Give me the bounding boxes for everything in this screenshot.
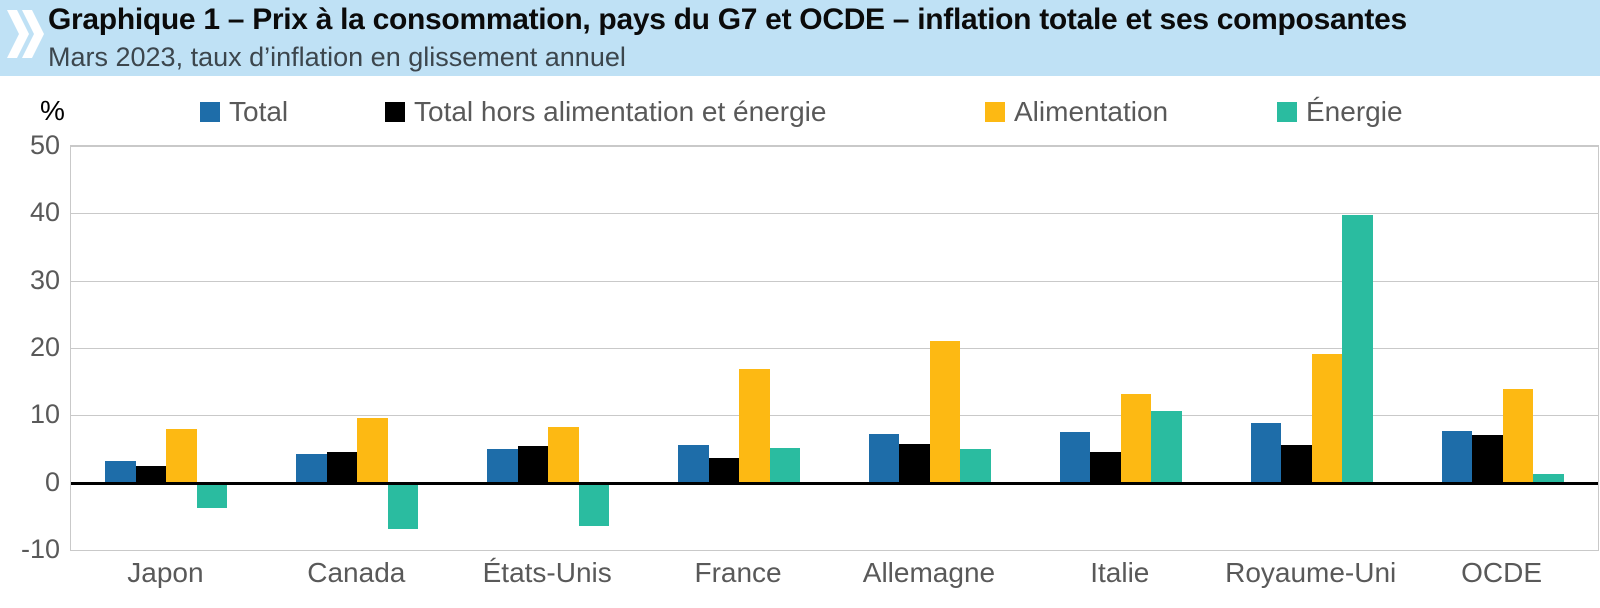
bar-États-Unis-Alimentation <box>548 426 579 483</box>
bar-Allemagne-Alimentation <box>929 340 961 483</box>
legend-item: Énergie <box>1277 96 1403 128</box>
gridline <box>71 348 1598 349</box>
x-category-label: France <box>694 557 782 588</box>
bar-États-Unis-Énergie <box>578 482 610 526</box>
bar-Allemagne-Total hors alimentation et énergie <box>899 444 930 483</box>
page-subtitle: Mars 2023, taux d’inflation en glissemen… <box>48 42 626 72</box>
gridline <box>71 213 1598 215</box>
legend-swatch-icon <box>985 102 1005 122</box>
legend-label: Énergie <box>1306 96 1403 127</box>
bar-France-Total hors alimentation et énergie <box>708 458 740 483</box>
bar-OCDE-Énergie <box>1533 473 1564 483</box>
bar-Allemagne-Total <box>868 433 900 483</box>
zero-axis-line <box>71 481 1598 485</box>
bar-France-Total <box>678 444 709 483</box>
legend-item: Alimentation <box>985 96 1168 128</box>
legend-swatch-icon <box>385 102 405 122</box>
legend-swatch-icon <box>1277 102 1297 122</box>
x-category-label: États-Unis <box>482 557 612 588</box>
x-category-label: OCDE <box>1461 557 1543 588</box>
legend-label: Alimentation <box>1014 96 1169 127</box>
plot-area <box>70 145 1599 551</box>
bar-OCDE-Total hors alimentation et énergie <box>1472 434 1503 483</box>
legend-label: Total <box>229 96 289 127</box>
bar-France-Alimentation <box>739 368 770 483</box>
legend-swatch-icon <box>200 102 220 122</box>
gridline <box>71 415 1598 417</box>
y-tick-label: 0 <box>44 466 60 497</box>
legend-label: Total hors alimentation et énergie <box>414 96 827 127</box>
bar-Canada-Énergie <box>387 482 419 530</box>
x-category-label: Italie <box>1090 557 1150 588</box>
bar-Canada-Total hors alimentation et énergie <box>326 452 358 483</box>
header-band: Graphique 1 – Prix à la consommation, pa… <box>0 0 1600 76</box>
y-tick-label: 10 <box>29 399 60 430</box>
bar-Italie-Total <box>1059 432 1091 483</box>
bar-Japon-Total hors alimentation et énergie <box>135 465 167 483</box>
bar-Royaume-Uni-Total hors alimentation et énergie <box>1281 444 1312 483</box>
bar-Japon-Énergie <box>196 482 228 508</box>
bar-Royaume-Uni-Alimentation <box>1311 354 1343 483</box>
bar-Japon-Total <box>105 461 136 483</box>
x-category-label: Royaume-Uni <box>1225 557 1397 588</box>
x-category-label: Canada <box>307 557 406 588</box>
gridline <box>71 550 1598 551</box>
legend-item: Total <box>200 96 288 128</box>
legend-item: Total hors alimentation et énergie <box>385 96 826 128</box>
bar-Canada-Alimentation <box>357 418 388 483</box>
y-tick-label: 50 <box>29 130 60 160</box>
bar-Canada-Total <box>296 453 327 483</box>
y-tick-label: 30 <box>29 264 60 295</box>
bar-Allemagne-Énergie <box>960 449 991 483</box>
bar-États-Unis-Total <box>487 449 518 483</box>
oecd-double-chevron-icon <box>6 8 44 65</box>
bar-États-Unis-Total hors alimentation et énergie <box>517 445 549 483</box>
page-title: Graphique 1 – Prix à la consommation, pa… <box>48 3 1407 36</box>
y-tick-label: -10 <box>20 534 60 564</box>
bar-Italie-Énergie <box>1151 410 1182 483</box>
bar-OCDE-Total <box>1441 430 1473 483</box>
gridline <box>71 280 1598 282</box>
bar-France-Énergie <box>769 447 801 483</box>
y-axis-unit-label: % <box>40 95 65 126</box>
bar-Royaume-Uni-Total <box>1250 422 1282 483</box>
gridline <box>71 146 1598 147</box>
bar-OCDE-Alimentation <box>1502 389 1534 483</box>
y-tick-label: 40 <box>29 197 60 228</box>
x-category-label: Japon <box>127 557 204 588</box>
bar-Italie-Total hors alimentation et énergie <box>1090 451 1121 483</box>
y-tick-label: 20 <box>29 332 60 362</box>
bar-Japon-Alimentation <box>166 429 197 483</box>
bar-Italie-Alimentation <box>1120 394 1152 483</box>
bar-Royaume-Uni-Énergie <box>1342 215 1373 483</box>
x-category-label: Allemagne <box>862 557 996 588</box>
